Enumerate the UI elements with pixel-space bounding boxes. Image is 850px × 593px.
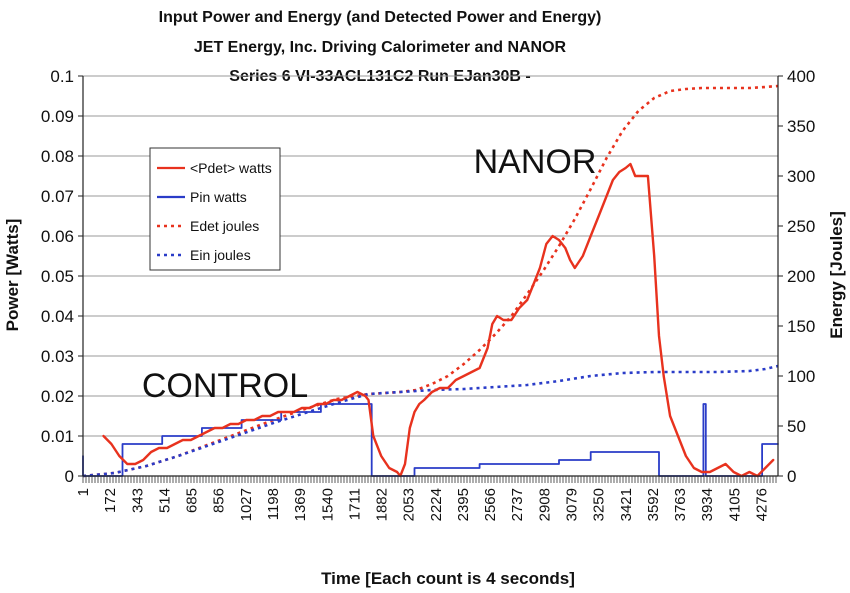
left-tick-label: 0.06	[41, 227, 74, 246]
x-tick-label: 1882	[374, 488, 391, 521]
x-tick-label: 172	[102, 488, 119, 513]
x-tick-label: 1369	[292, 488, 309, 521]
series-layer	[82, 84, 779, 478]
left-axis-ticks: 0 0.01 0.02 0.03 0.04 0.05 0.06 0.07 0.08 0.09 0.1	[41, 67, 83, 486]
legend-label: Ein joules	[190, 247, 251, 263]
x-tick-label: 3763	[672, 488, 689, 521]
x-tick-label: 343	[129, 488, 146, 513]
right-tick-label: 350	[787, 117, 815, 136]
right-tick-label: 100	[787, 367, 815, 386]
legend: <Pdet> watts Pin watts Edet joules Ein joul…	[149, 147, 281, 271]
x-tick-label: 1	[75, 488, 92, 496]
annotation-nanor: NANOR	[474, 143, 597, 181]
x-tick-label: 2908	[536, 488, 553, 521]
right-tick-label: 400	[787, 67, 815, 86]
right-tick-label: 150	[787, 317, 815, 336]
right-tick-label: 200	[787, 267, 815, 286]
annotation-control: CONTROL	[142, 367, 308, 405]
right-tick-label: 250	[787, 217, 815, 236]
left-tick-label: 0.09	[41, 107, 74, 126]
x-tick-label: 856	[211, 488, 228, 513]
x-axis-ticks: 1 172 343 514 685 856 1027 1198 1369 1540 1711 1882…	[75, 488, 770, 521]
right-tick-label: 300	[787, 167, 815, 186]
left-tick-label: 0.01	[41, 427, 74, 446]
title-line-1: Input Power and Energy (and Detected Pow…	[159, 9, 602, 26]
left-tick-label: 0.04	[41, 307, 74, 326]
x-tick-label: 2395	[455, 488, 472, 521]
right-tick-label: 50	[787, 417, 806, 436]
x-tick-label: 3079	[564, 488, 581, 521]
right-axis-title: Energy [Joules]	[827, 211, 846, 339]
x-tick-label: 2566	[482, 488, 499, 521]
x-tick-label: 2053	[401, 488, 418, 521]
legend-label: Edet joules	[190, 218, 259, 234]
x-axis-title: Time [Each count is 4 seconds]	[321, 569, 575, 588]
x-tick-label: 3421	[618, 488, 635, 521]
gridlines	[83, 75, 778, 477]
x-tick-label: 1711	[346, 488, 363, 520]
series-line-pdet-watts	[102, 162, 775, 478]
left-tick-label: 0.05	[41, 267, 74, 286]
left-tick-label: 0.1	[50, 67, 74, 86]
left-tick-label: 0	[65, 467, 74, 486]
x-tick-label: 1027	[238, 488, 255, 521]
left-axis-title: Power [Watts]	[3, 219, 22, 332]
x-tick-label: 1540	[319, 488, 336, 521]
x-tick-label: 1198	[265, 488, 282, 520]
x-tick-label: 3250	[591, 488, 608, 521]
x-tick-label: 685	[184, 488, 201, 513]
left-tick-label: 0.03	[41, 347, 74, 366]
x-tick-label: 4105	[726, 488, 743, 521]
legend-label: <Pdet> watts	[190, 160, 272, 176]
x-tick-label: 514	[156, 488, 173, 513]
right-axis-ticks: 0 50 100 150 200 250 300 350 400	[778, 67, 815, 486]
x-tick-label: 3934	[699, 488, 716, 521]
title-line-2: JET Energy, Inc. Driving Calorimeter and…	[194, 39, 567, 56]
left-tick-label: 0.08	[41, 147, 74, 166]
x-tick-label: 2737	[509, 488, 526, 521]
x-tick-label: 3592	[645, 488, 662, 521]
right-tick-label: 0	[787, 467, 796, 486]
x-tick-label: 4276	[753, 488, 770, 521]
left-tick-label: 0.02	[41, 387, 74, 406]
series-line-ein-joules	[82, 364, 779, 478]
left-tick-label: 0.07	[41, 187, 74, 206]
legend-label: Pin watts	[190, 189, 247, 205]
x-tick-label: 2224	[428, 488, 445, 521]
series-line-pin-watts	[82, 403, 779, 477]
